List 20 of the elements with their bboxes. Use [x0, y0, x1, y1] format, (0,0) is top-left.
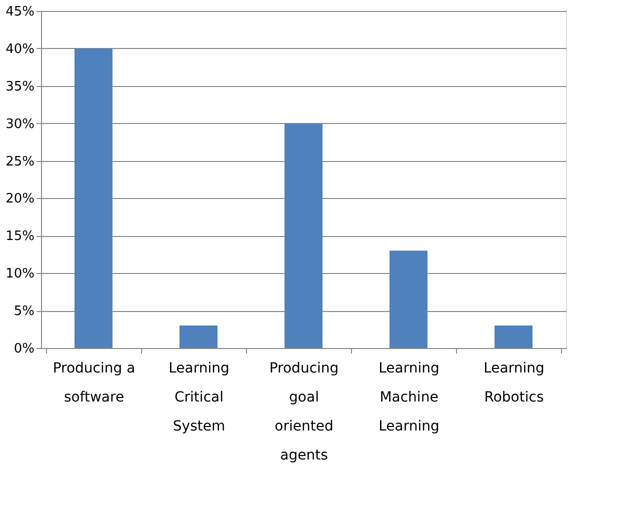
y-tick-label: 40% [6, 42, 34, 57]
y-tick-label: 15% [6, 229, 34, 244]
y-tick-label: 35% [6, 79, 34, 94]
bar [74, 48, 112, 348]
bar [390, 250, 428, 348]
y-tick-label: 5% [14, 304, 34, 320]
x-tick-label: Producing goal oriented agents [269, 360, 339, 464]
y-tick-label: 45% [6, 4, 34, 20]
x-tick-label: Learning Machine Learning [378, 360, 440, 434]
bar [284, 123, 322, 348]
bar [180, 326, 218, 348]
x-tick-label: Learning Critical System [168, 360, 230, 434]
y-tick-label: 10% [6, 266, 34, 282]
y-tick-label: 20% [6, 192, 34, 207]
bar [494, 326, 532, 348]
y-tick-label: 25% [6, 154, 34, 170]
y-tick-label: 0% [14, 342, 34, 356]
x-tick-label: Producing a software [52, 360, 136, 406]
x-tick-label: Learning Robotics [484, 360, 544, 406]
y-tick-label: 30% [6, 116, 34, 132]
